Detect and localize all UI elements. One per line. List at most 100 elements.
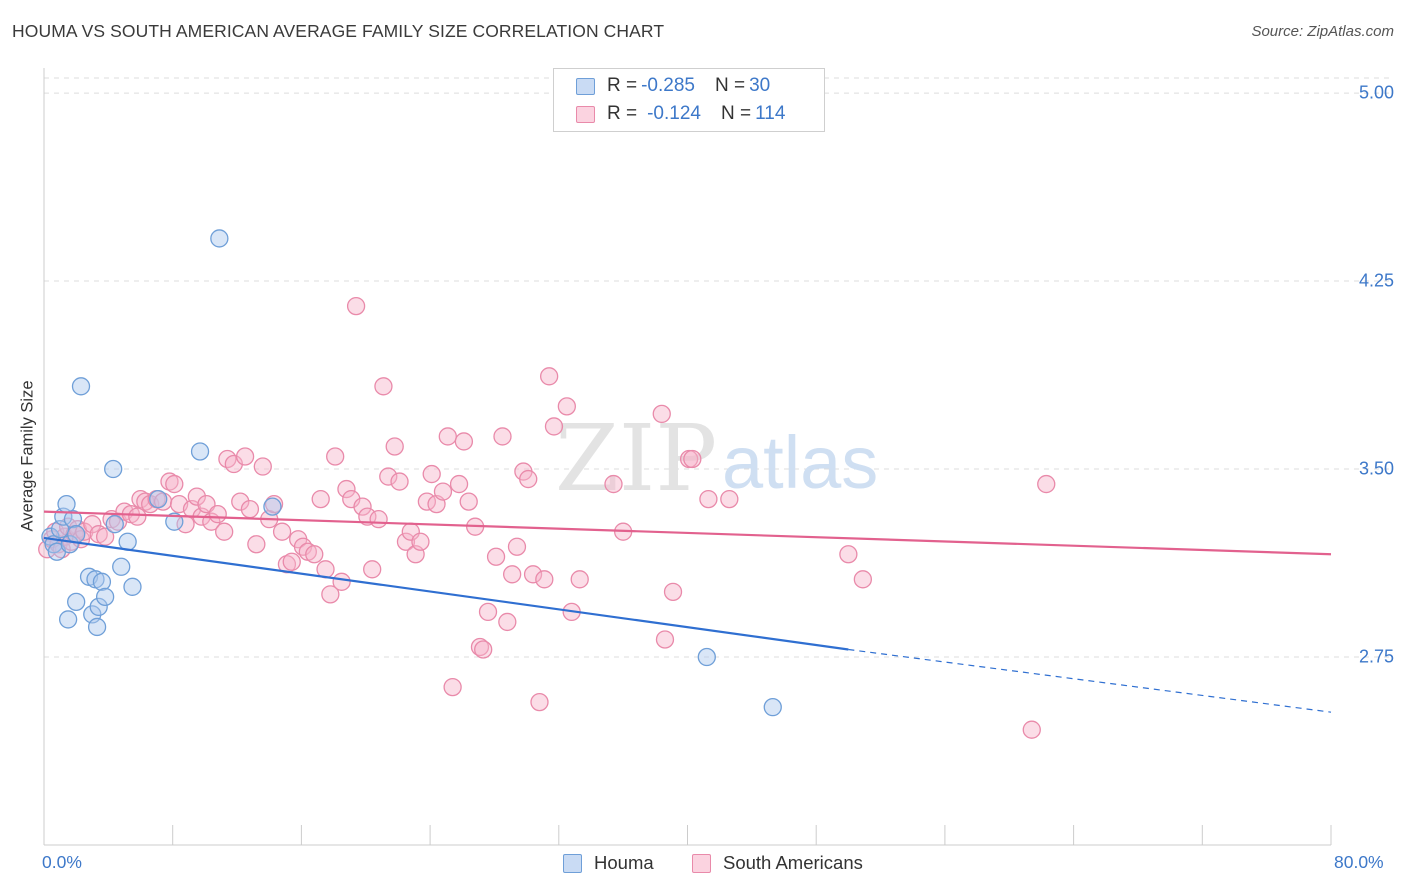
legend-n-label: N = bbox=[720, 103, 752, 124]
houma-point bbox=[210, 229, 229, 248]
houma-point bbox=[58, 610, 78, 629]
south-americans-point bbox=[311, 489, 330, 509]
south-americans-point bbox=[1037, 474, 1056, 494]
y-tick-label: 4.25 bbox=[1358, 270, 1394, 291]
houma-point bbox=[112, 557, 131, 576]
legend-label-houma: Houma bbox=[594, 852, 654, 873]
houma-point bbox=[95, 587, 115, 607]
south-americans-point bbox=[346, 296, 366, 316]
houma-point bbox=[149, 489, 168, 509]
x-tick-max: 80.0% bbox=[1334, 852, 1384, 872]
watermark-zip: ZIP bbox=[555, 405, 717, 512]
south-americans-point bbox=[358, 507, 377, 526]
south-americans-point bbox=[449, 474, 469, 494]
south-americans-point bbox=[557, 397, 576, 416]
correlation-legend: R = -0.285 N = 30 R = -0.124 N = 114 bbox=[553, 68, 825, 132]
south-americans-point bbox=[215, 522, 234, 541]
legend-n-value-south: 114 bbox=[755, 103, 786, 124]
houma-point bbox=[67, 592, 86, 612]
south-americans-point bbox=[493, 427, 512, 446]
houma-point bbox=[67, 525, 86, 544]
south-americans-point bbox=[131, 489, 150, 509]
legend-r-label: R = bbox=[607, 103, 638, 124]
south-americans-point bbox=[165, 474, 184, 494]
legend-item-houma: Houma bbox=[563, 852, 654, 874]
south-americans-point bbox=[353, 497, 372, 516]
south-americans-point bbox=[385, 437, 404, 456]
south-americans-point bbox=[363, 560, 382, 579]
houma-point bbox=[763, 697, 782, 717]
houma-point bbox=[697, 647, 716, 667]
south-americans-point bbox=[337, 479, 356, 499]
legend-swatch-houma bbox=[576, 77, 595, 95]
series-legend: Houma South Americans bbox=[0, 852, 1406, 878]
south-americans-point bbox=[1022, 720, 1041, 739]
legend-n-value-houma: 30 bbox=[749, 75, 771, 96]
south-americans-point bbox=[321, 585, 340, 604]
chart-title: HOUMA VS SOUTH AMERICAN AVERAGE FAMILY S… bbox=[12, 21, 665, 41]
south-americans-point bbox=[530, 692, 549, 712]
houma-point bbox=[190, 442, 210, 461]
south-americans-point bbox=[478, 602, 498, 622]
legend-swatch-houma bbox=[563, 853, 582, 873]
south-americans-point bbox=[699, 489, 718, 509]
south-americans-point bbox=[438, 427, 457, 446]
south-americans-point bbox=[652, 404, 671, 424]
south-americans-point bbox=[663, 582, 683, 601]
south-americans-point bbox=[411, 532, 430, 551]
south-americans-point bbox=[539, 367, 559, 386]
houma-point bbox=[165, 512, 184, 531]
houma-point bbox=[71, 377, 91, 396]
watermark: ZIP atlas bbox=[555, 405, 878, 512]
south-americans-point bbox=[374, 377, 393, 396]
south-americans-point bbox=[272, 522, 292, 541]
south-americans-point bbox=[486, 547, 506, 566]
south-americans-point bbox=[604, 474, 623, 494]
south-americans-point bbox=[128, 507, 147, 526]
legend-label-south: South Americans bbox=[723, 852, 863, 873]
south-americans-point bbox=[83, 515, 102, 534]
south-americans-point bbox=[502, 565, 522, 584]
axes bbox=[43, 68, 1332, 846]
south-americans-point bbox=[208, 504, 227, 524]
houma-trend-extension bbox=[848, 648, 1332, 713]
south-americans-point bbox=[474, 640, 493, 659]
houma-trend-line bbox=[43, 536, 849, 651]
south-americans-points bbox=[38, 296, 1056, 739]
grid-lines bbox=[44, 77, 1392, 658]
south-americans-point bbox=[326, 447, 345, 466]
south-americans-trend-line bbox=[43, 510, 1332, 556]
legend-row-houma: R = -0.285 N = 30 bbox=[576, 75, 770, 97]
south-americans-point bbox=[853, 570, 873, 589]
houma-point bbox=[63, 510, 83, 529]
houma-point bbox=[263, 497, 282, 516]
south-americans-point bbox=[570, 570, 589, 589]
south-americans-point bbox=[720, 489, 739, 509]
south-americans-point bbox=[498, 612, 517, 632]
south-americans-point bbox=[396, 532, 416, 551]
south-americans-point bbox=[379, 467, 398, 486]
south-americans-point bbox=[95, 527, 115, 546]
legend-swatch-south bbox=[692, 853, 711, 873]
south-americans-point bbox=[454, 432, 474, 451]
houma-point bbox=[123, 577, 142, 596]
houma-points bbox=[41, 229, 782, 717]
houma-point bbox=[87, 617, 107, 637]
south-americans-point bbox=[240, 499, 260, 519]
legend-r-value-south: -0.124 bbox=[647, 103, 701, 124]
south-americans-point bbox=[390, 472, 409, 491]
houma-point bbox=[89, 597, 108, 617]
houma-point bbox=[92, 572, 112, 591]
south-americans-point bbox=[470, 637, 490, 657]
south-americans-point bbox=[535, 570, 554, 589]
south-americans-point bbox=[160, 472, 179, 491]
legend-row-south: R = -0.124 N = 114 bbox=[576, 103, 785, 125]
south-americans-point bbox=[231, 492, 250, 511]
watermark-atlas: atlas bbox=[722, 421, 878, 504]
south-americans-point bbox=[683, 449, 702, 469]
south-americans-point bbox=[544, 417, 564, 436]
south-americans-point bbox=[459, 492, 478, 511]
south-americans-point bbox=[187, 487, 206, 506]
houma-point bbox=[105, 515, 124, 534]
